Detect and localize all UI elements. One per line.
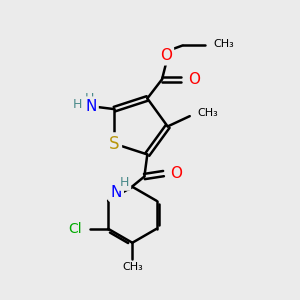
- Text: H: H: [120, 176, 129, 189]
- Text: Cl: Cl: [69, 222, 82, 236]
- Text: O: O: [170, 166, 182, 181]
- Text: CH₃: CH₃: [122, 262, 143, 272]
- Text: CH₃: CH₃: [197, 108, 218, 118]
- Text: CH₃: CH₃: [214, 39, 234, 49]
- Text: O: O: [188, 72, 200, 87]
- Text: H: H: [85, 92, 94, 105]
- Text: H: H: [73, 98, 82, 111]
- Text: S: S: [109, 135, 120, 153]
- Text: N: N: [110, 184, 122, 200]
- Text: O: O: [160, 48, 172, 63]
- Text: N: N: [85, 99, 97, 114]
